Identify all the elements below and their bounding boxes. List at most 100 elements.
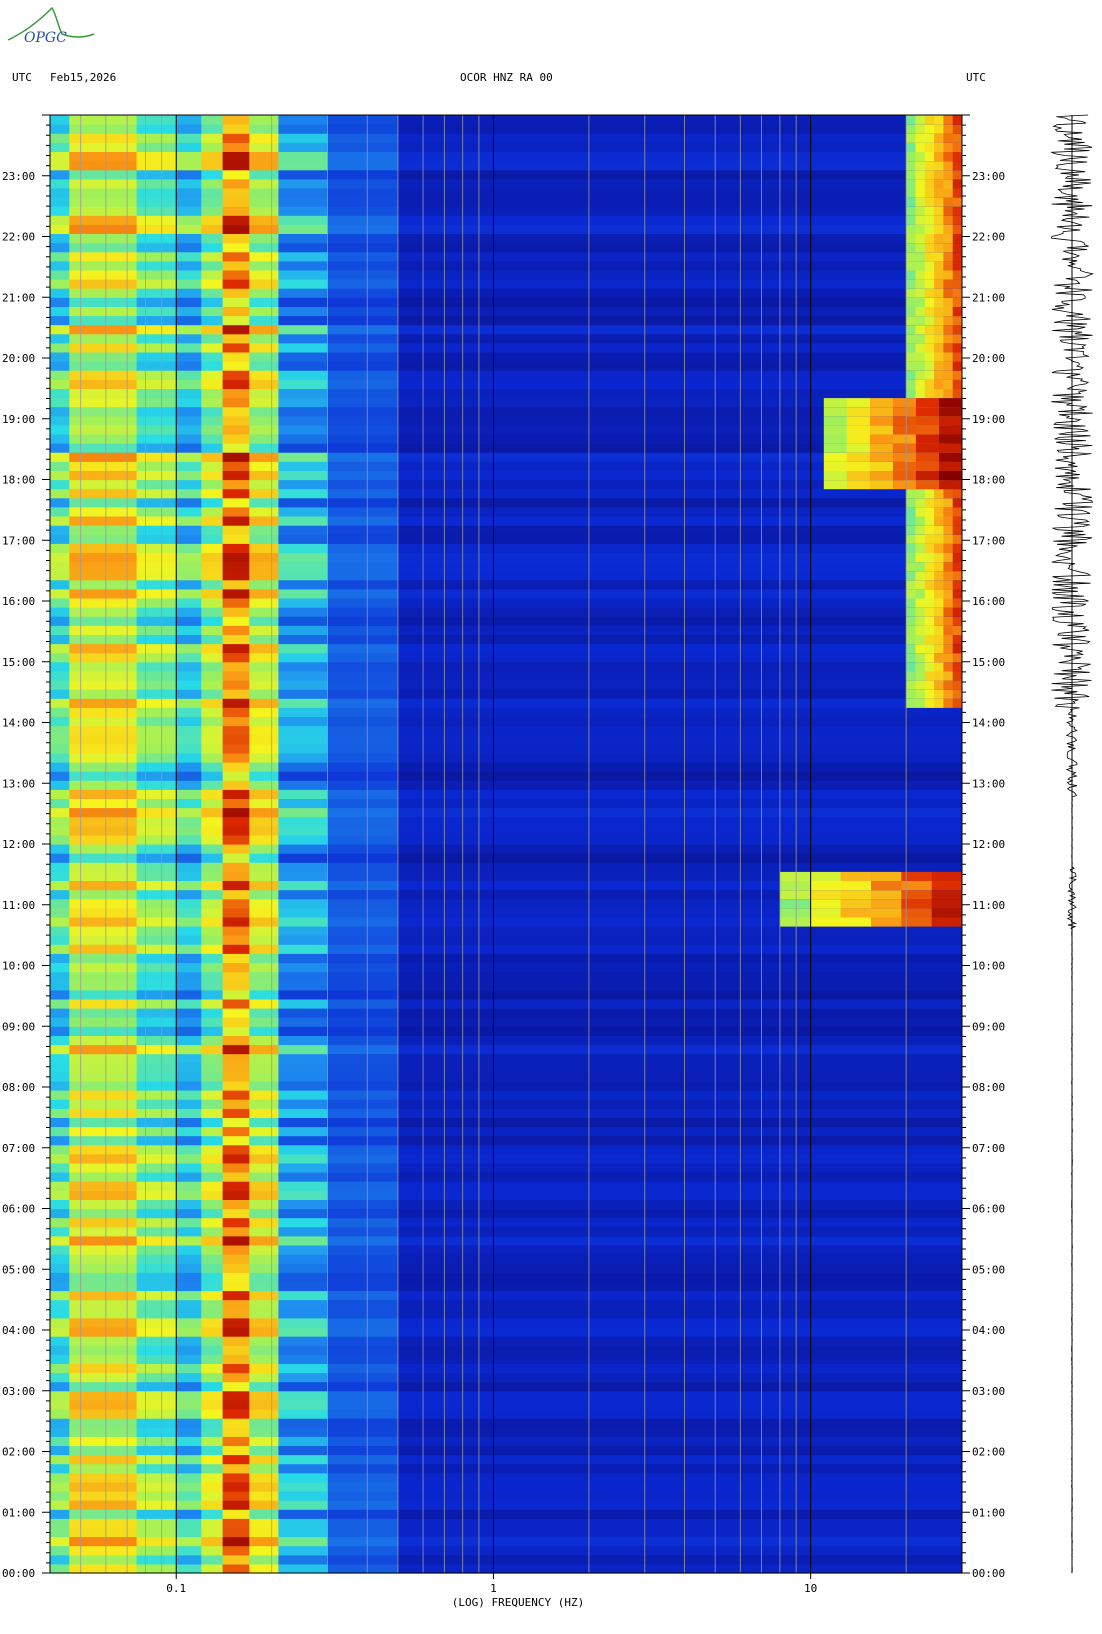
spectrogram-noise-cell [924, 370, 935, 380]
spectrogram-cell [327, 607, 399, 617]
spectrogram-cell [201, 716, 223, 727]
time-tick-label-left: 02:00 [2, 1446, 35, 1459]
spectrogram-cell [176, 670, 202, 681]
spectrogram-noise-cell [906, 215, 916, 225]
spectrogram-cell [176, 989, 202, 1000]
spectrogram-cell [249, 570, 279, 581]
spectrogram-cell [176, 935, 202, 945]
spectrogram-cell [136, 844, 177, 854]
spectrogram-cell [50, 1500, 70, 1510]
spectrogram-cell [176, 579, 202, 590]
spectrogram-cell [278, 506, 328, 517]
spectrogram-noise-cell [924, 670, 935, 681]
spectrogram-cell [136, 916, 177, 927]
time-tick-label-right: 21:00 [972, 291, 1005, 304]
spectrogram-cell [327, 1409, 399, 1419]
spectrogram-cell [69, 1245, 138, 1255]
time-tick-label-right: 22:00 [972, 231, 1005, 244]
spectrogram-noise-cell [906, 178, 916, 189]
spectrogram-noise-cell [906, 652, 916, 663]
spectrogram-noise-cell [840, 880, 872, 891]
spectrogram-cell [201, 288, 223, 298]
spectrogram-cell [50, 1427, 70, 1437]
spectrogram-cell [327, 1354, 399, 1364]
time-tick-label-right: 10:00 [972, 960, 1005, 973]
spectrogram-cell [327, 862, 399, 872]
spectrogram-cell [50, 1272, 70, 1282]
spectrogram-cell [201, 680, 223, 690]
spectrogram-cell [278, 825, 328, 836]
spectrogram-cell [398, 752, 963, 763]
spectrogram-noise-cell [939, 424, 963, 435]
spectrogram-cell [136, 452, 177, 462]
spectrogram-cell [222, 1080, 250, 1091]
spectrogram-cell [327, 1299, 399, 1310]
spectrogram-cell [249, 1135, 279, 1146]
spectrogram-cell [201, 1117, 223, 1128]
spectrogram-cell [136, 1126, 177, 1137]
spectrogram-cell [222, 361, 250, 371]
spectrogram-noise-cell [924, 607, 935, 617]
time-tick-label-right: 15:00 [972, 656, 1005, 669]
spectrogram-cell [398, 762, 963, 772]
spectrogram-cell [249, 206, 279, 216]
spectrogram-cell [201, 1290, 223, 1301]
spectrogram-cell [176, 698, 202, 708]
spectrogram-cell [222, 397, 250, 408]
spectrogram-cell [278, 643, 328, 654]
spectrogram-cell [398, 1527, 963, 1538]
spectrogram-cell [249, 1144, 279, 1155]
time-tick-label-left: 17:00 [2, 534, 35, 547]
spectrogram-noise-cell [924, 224, 935, 234]
spectrogram-cell [69, 689, 138, 699]
spectrogram-noise-cell [892, 479, 917, 490]
spectrogram-cell [201, 297, 223, 307]
spectrogram-cell [327, 197, 399, 207]
spectrogram-cell [69, 251, 138, 262]
spectrogram-cell [327, 898, 399, 909]
spectrogram-cell [222, 160, 250, 171]
spectrogram-cell [398, 1217, 963, 1228]
spectrogram-cell [398, 1053, 963, 1064]
spectrogram-cell [50, 1463, 70, 1474]
spectrogram-cell [222, 1071, 250, 1082]
time-tick-label-left: 19:00 [2, 413, 35, 426]
spectrogram-cell [136, 707, 177, 717]
spectrogram-cell [249, 1409, 279, 1419]
spectrogram-cell [176, 1126, 202, 1137]
spectrogram-noise-cell [924, 516, 935, 526]
spectrogram-cell [222, 880, 250, 891]
spectrogram-cell [201, 989, 223, 1000]
spectrogram-cell [136, 935, 177, 945]
time-tick-label-left: 12:00 [2, 838, 35, 851]
spectrogram-cell [136, 953, 177, 964]
spectrogram-noise-cell [906, 324, 916, 335]
header-date: Feb15,2026 [50, 71, 116, 84]
spectrogram-cell [201, 1445, 223, 1456]
spectrogram-cell [176, 1162, 202, 1173]
spectrogram-cell [278, 634, 328, 645]
spectrogram-cell [249, 1026, 279, 1036]
spectrogram-cell [50, 1390, 70, 1401]
spectrogram-cell [69, 178, 138, 189]
spectrogram-cell [176, 206, 202, 216]
spectrogram-cell [136, 862, 177, 872]
spectrogram-cell [398, 488, 963, 499]
spectrogram-cell [176, 470, 202, 481]
spectrogram-noise-cell [934, 251, 944, 262]
spectrogram-cell [398, 962, 963, 973]
spectrogram-noise-cell [915, 443, 940, 453]
spectrogram-noise-cell [915, 324, 926, 335]
spectrogram-cell [176, 242, 202, 253]
spectrogram-cell [327, 370, 399, 380]
spectrogram-noise-cell [934, 543, 944, 553]
spectrogram-cell [136, 133, 177, 143]
spectrogram-cell [69, 944, 138, 954]
spectrogram-cell [176, 1272, 202, 1282]
spectrogram-cell [327, 1190, 399, 1200]
spectrogram-cell [50, 798, 70, 809]
spectrogram-cell [69, 680, 138, 690]
time-tick-label-left: 20:00 [2, 352, 35, 365]
spectrogram-cell [249, 488, 279, 499]
spectrogram-cell [136, 370, 177, 380]
